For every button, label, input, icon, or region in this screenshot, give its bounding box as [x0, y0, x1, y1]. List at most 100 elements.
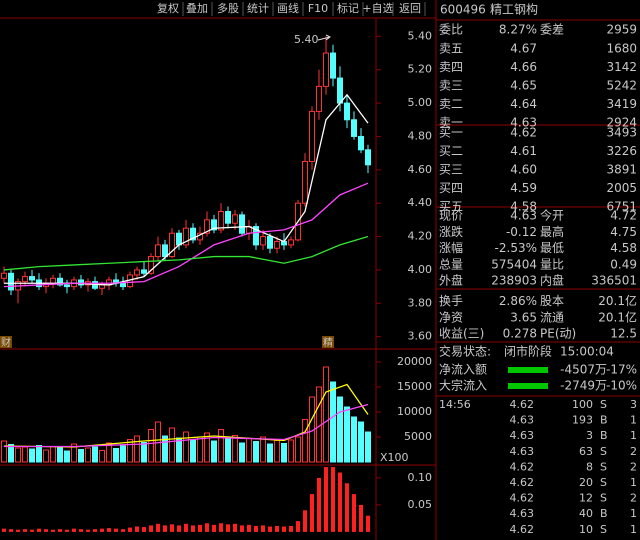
candle-body: [204, 219, 210, 234]
field-value: -0.12: [506, 225, 537, 239]
panel-tag: 财: [1, 336, 11, 349]
toolbar-button[interactable]: +自选: [362, 2, 393, 15]
field-value: 20.1亿: [598, 293, 637, 308]
indicator-bar: [121, 529, 125, 532]
trade-volume: 63: [579, 445, 593, 458]
book-price: 4.59: [510, 181, 537, 195]
field-label: 委比: [439, 23, 463, 37]
indicator-bar: [226, 524, 230, 532]
candle-body: [337, 77, 343, 104]
volume-bar: [330, 381, 336, 463]
indicator-bar: [275, 525, 279, 532]
indicator-bar: [289, 525, 293, 532]
indicator-bar: [352, 494, 356, 532]
volume-bar: [78, 449, 84, 463]
candle-body: [316, 85, 322, 112]
field-value: 0.49: [610, 257, 637, 271]
candle-body: [176, 232, 182, 246]
book-label: 卖三: [439, 79, 463, 93]
toolbar-button[interactable]: 画线: [277, 1, 299, 15]
indicator-bar: [338, 472, 342, 532]
indicator-bar: [282, 526, 286, 532]
trade-count: 1: [630, 429, 637, 442]
book-label: 买五: [439, 200, 463, 214]
volume-bar: [148, 429, 154, 463]
trade-price: 4.63: [510, 414, 535, 427]
toolbar-button[interactable]: 标记: [337, 1, 359, 15]
field-value: 4.58: [610, 241, 637, 255]
indicator-bar: [23, 529, 27, 532]
panel-tag: 精: [323, 336, 333, 349]
toolbar-button[interactable]: 统计: [247, 2, 269, 15]
trade-count: 1: [630, 523, 637, 536]
field-label: 现价: [439, 209, 463, 223]
book-volume: 3419: [606, 97, 637, 111]
candle-body: [148, 256, 154, 274]
field-value: 4.72: [610, 209, 637, 223]
volume-bar: [295, 436, 301, 463]
candle-body: [134, 269, 140, 276]
field-label: 净资: [439, 310, 463, 324]
field-value: 0.278: [503, 327, 537, 341]
candle-body: [323, 52, 329, 87]
volume-average: [4, 403, 369, 448]
y-tick-label: 3.60: [408, 330, 433, 343]
y-tick-label: 0.05: [408, 498, 433, 511]
book-label: 卖五: [439, 42, 463, 56]
indicator-bar: [163, 525, 167, 532]
candle-body: [225, 211, 231, 224]
trade-side: S: [600, 445, 607, 458]
indicator-bar: [135, 526, 139, 532]
indicator-bar: [58, 529, 62, 532]
toolbar-button[interactable]: 复权: [157, 1, 179, 15]
candle-body: [8, 272, 14, 291]
indicator-bar: [296, 521, 300, 532]
trade-price: 4.63: [510, 507, 535, 520]
y-tick-label: 15000: [397, 380, 432, 393]
trade-side: B: [600, 414, 608, 427]
y-tick-label: 4.20: [408, 230, 433, 243]
volume-bar: [365, 431, 371, 463]
volume-bar: [127, 439, 133, 463]
trade-side: S: [600, 523, 607, 536]
volume-bar: [218, 429, 224, 463]
candle-body: [1, 272, 7, 279]
toolbar-button[interactable]: 多股: [217, 1, 239, 15]
volume-bar: [211, 440, 217, 463]
toolbar-button[interactable]: F10: [308, 2, 328, 15]
volume-bar: [92, 446, 98, 463]
volume-bar: [169, 427, 175, 463]
volume-bar: [204, 432, 210, 463]
candle-body: [120, 282, 126, 288]
candle-body: [260, 236, 266, 246]
volume-bar: [36, 445, 42, 463]
indicator-bar: [51, 529, 55, 532]
book-price: 4.64: [510, 97, 537, 111]
indicator-bar: [219, 523, 223, 532]
indicator-bar: [149, 525, 153, 532]
volume-bar: [190, 439, 196, 463]
candle-body: [232, 214, 238, 224]
book-volume: 3891: [606, 163, 637, 177]
flow-percent: -10%: [606, 379, 637, 393]
book-label: 卖四: [439, 60, 463, 74]
candle-body: [274, 241, 280, 249]
toolbar-button[interactable]: 叠加: [186, 2, 208, 15]
flow-amount: -2749万: [560, 379, 607, 393]
volume-bar: [141, 442, 147, 463]
field-value: 336501: [591, 274, 637, 288]
candle-body: [183, 227, 189, 246]
trade-price: 4.63: [510, 445, 535, 458]
trade-side: S: [600, 492, 607, 505]
trade-price: 4.62: [510, 492, 535, 505]
indicator-bar: [240, 525, 244, 532]
book-volume: 6751: [606, 200, 637, 214]
volume-bar: [232, 435, 238, 463]
y-tick-label: 0.10: [408, 471, 433, 484]
indicator-bar: [72, 528, 76, 532]
field-label: 委差: [540, 23, 564, 37]
book-volume: 5242: [606, 79, 637, 93]
volume-bar: [239, 442, 245, 463]
toolbar-button[interactable]: 返回: [399, 2, 421, 15]
